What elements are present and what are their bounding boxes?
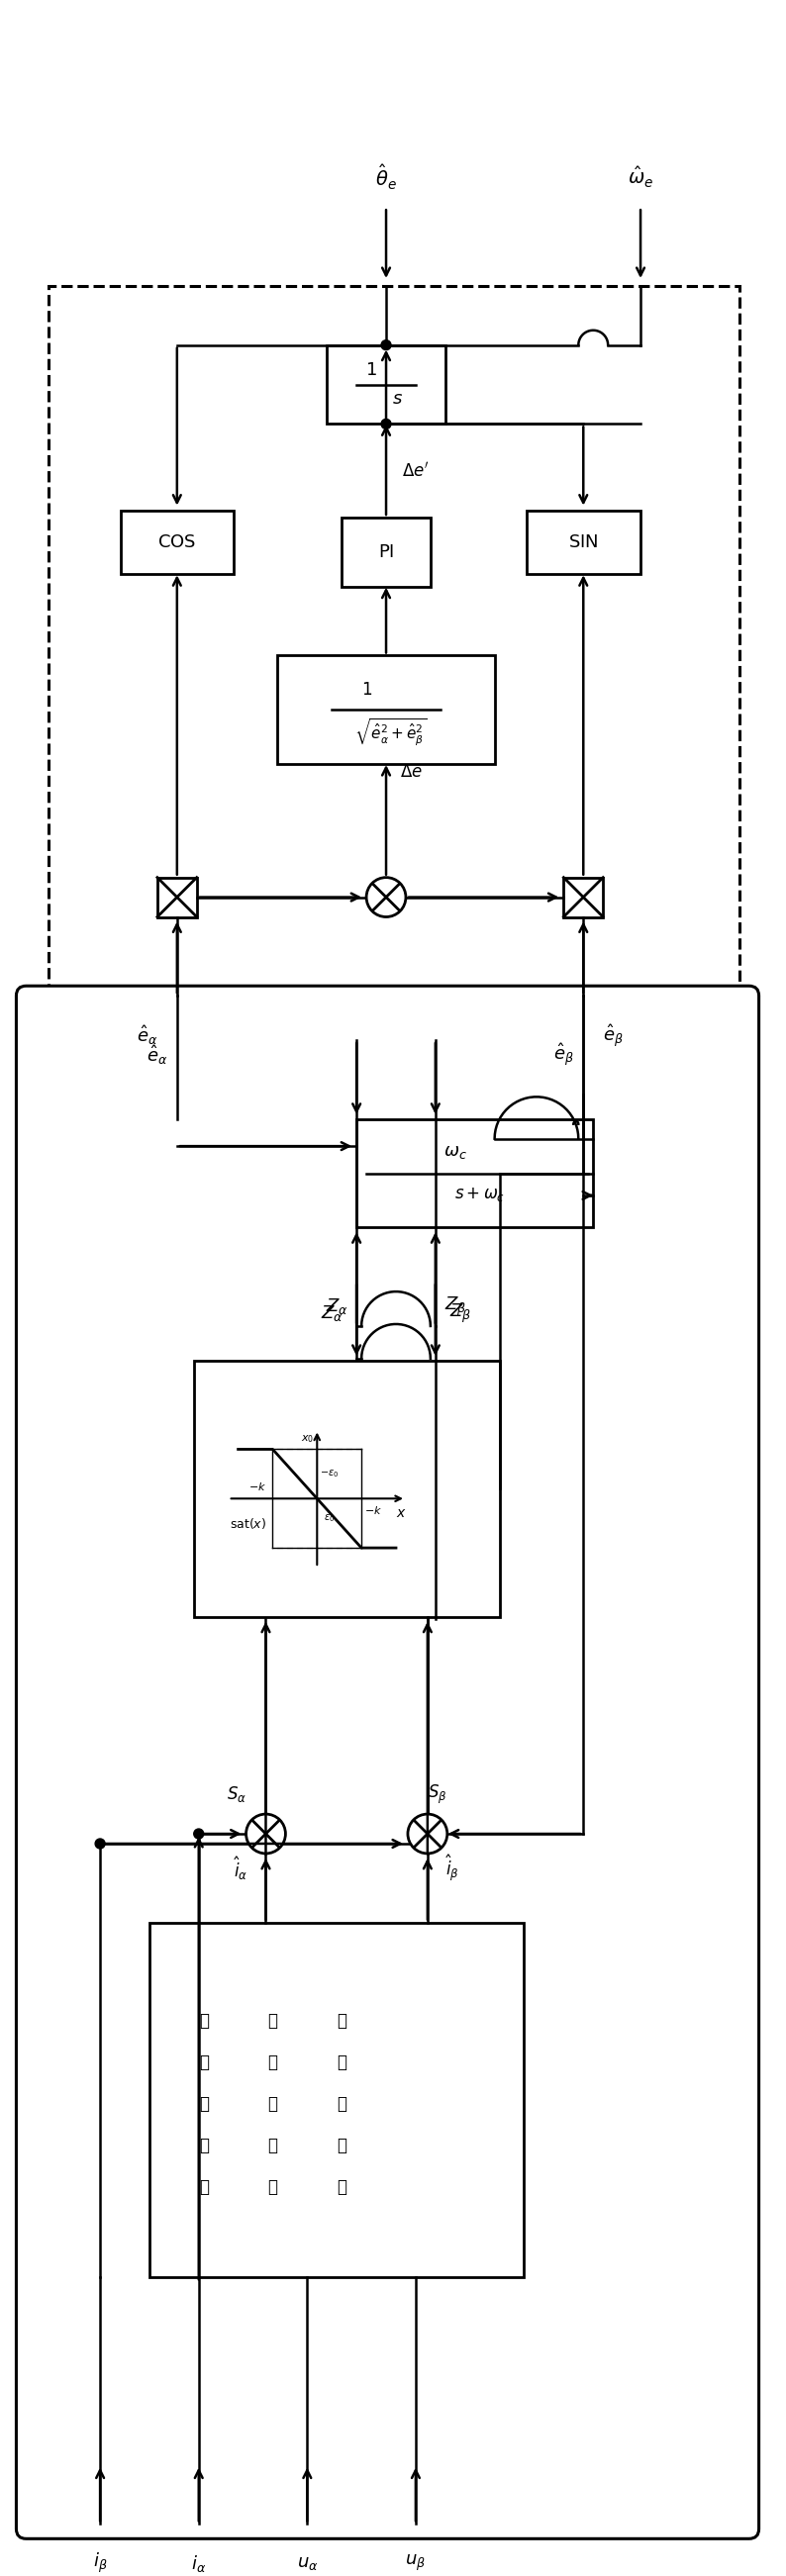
Circle shape: [381, 340, 391, 350]
Circle shape: [95, 1839, 105, 1850]
Text: $\mathrm{COS}$: $\mathrm{COS}$: [158, 533, 196, 551]
Text: 展: 展: [199, 2053, 208, 2071]
Text: $Z_\alpha$: $Z_\alpha$: [321, 1303, 343, 1324]
Text: 滑: 滑: [268, 2136, 277, 2154]
Text: $S_\beta$: $S_\beta$: [428, 1783, 447, 1806]
Text: $s+\omega_c$: $s+\omega_c$: [454, 1185, 505, 1203]
Text: 器: 器: [336, 2177, 347, 2195]
Text: $\Delta e$: $\Delta e$: [399, 762, 422, 781]
Bar: [277, 657, 494, 765]
Text: $x_0$: $x_0$: [301, 1435, 314, 1445]
Circle shape: [381, 420, 391, 428]
Text: $\hat{e}_\beta$: $\hat{e}_\beta$: [553, 1041, 574, 1069]
Circle shape: [194, 1829, 204, 1839]
Text: $\omega_c$: $\omega_c$: [443, 1144, 467, 1159]
Text: $\hat{e}_\alpha$: $\hat{e}_\alpha$: [137, 1023, 158, 1046]
Text: $-\varepsilon_0$: $-\varepsilon_0$: [319, 1468, 339, 1479]
Circle shape: [408, 1814, 447, 1855]
Bar: [564, 878, 603, 917]
Bar: [327, 345, 445, 425]
Text: $\hat{e}_\alpha$: $\hat{e}_\alpha$: [147, 1043, 168, 1066]
Text: $\hat{i}_\beta$: $\hat{i}_\beta$: [446, 1852, 459, 1883]
Text: $-k$: $-k$: [364, 1504, 382, 1517]
Bar: [149, 1922, 524, 2277]
Text: 型: 型: [199, 2136, 208, 2154]
Text: $u_\beta$: $u_\beta$: [406, 2553, 426, 2573]
Text: $i_\alpha$: $i_\alpha$: [191, 2553, 206, 2573]
Text: $S_\alpha$: $S_\alpha$: [226, 1785, 246, 1803]
Text: 电: 电: [336, 2053, 347, 2071]
Text: 模: 模: [336, 2094, 347, 2112]
Text: $\mathrm{PI}$: $\mathrm{PI}$: [378, 544, 394, 562]
Text: $\mathrm{SIN}$: $\mathrm{SIN}$: [568, 533, 598, 551]
Text: 动: 动: [199, 2094, 208, 2112]
Bar: [194, 1360, 500, 1618]
Text: 势: 势: [268, 2094, 277, 2112]
Text: $\hat{i}_\alpha$: $\hat{i}_\alpha$: [234, 1855, 248, 1883]
Text: $Z_\alpha$: $Z_\alpha$: [325, 1296, 348, 1316]
Text: $\varepsilon_0$: $\varepsilon_0$: [323, 1512, 334, 1525]
Circle shape: [366, 878, 406, 917]
Text: $1$: $1$: [365, 361, 377, 379]
Text: 观: 观: [199, 2177, 208, 2195]
Text: $\sqrt{\hat{e}_{\alpha}^{2}+\hat{e}_{\beta}^{2}}$: $\sqrt{\hat{e}_{\alpha}^{2}+\hat{e}_{\be…: [354, 716, 427, 747]
Text: 于: 于: [268, 2012, 277, 2030]
Text: 测: 测: [268, 2177, 277, 2195]
Text: $\hat{e}_\beta$: $\hat{e}_\beta$: [603, 1023, 623, 1048]
Bar: [342, 518, 431, 587]
Text: $Z_\beta$: $Z_\beta$: [444, 1296, 466, 1319]
Text: $1$: $1$: [361, 680, 372, 698]
Text: $\hat{\omega}_{e}$: $\hat{\omega}_{e}$: [627, 165, 653, 191]
Text: $x$: $x$: [395, 1507, 406, 1520]
Text: $\mathrm{sat}(x)$: $\mathrm{sat}(x)$: [230, 1515, 266, 1530]
Text: 基: 基: [199, 2012, 208, 2030]
Text: $-k$: $-k$: [249, 1481, 267, 1492]
Bar: [120, 510, 233, 574]
Bar: [527, 510, 640, 574]
Bar: [49, 286, 739, 997]
Text: $Z_\beta$: $Z_\beta$: [449, 1303, 471, 1324]
Bar: [357, 1118, 593, 1226]
Text: $i_\beta$: $i_\beta$: [93, 2550, 108, 2576]
Text: $\hat{\theta}_{e}$: $\hat{\theta}_{e}$: [375, 162, 397, 193]
Bar: [157, 878, 196, 917]
Text: $u_\alpha$: $u_\alpha$: [296, 2555, 318, 2573]
Text: $s$: $s$: [392, 392, 403, 407]
Text: 反: 反: [268, 2053, 277, 2071]
Circle shape: [246, 1814, 285, 1855]
Text: $\Delta e'$: $\Delta e'$: [402, 461, 429, 479]
Text: 模: 模: [336, 2136, 347, 2154]
FancyBboxPatch shape: [17, 987, 758, 2540]
Text: 扩: 扩: [336, 2012, 347, 2030]
